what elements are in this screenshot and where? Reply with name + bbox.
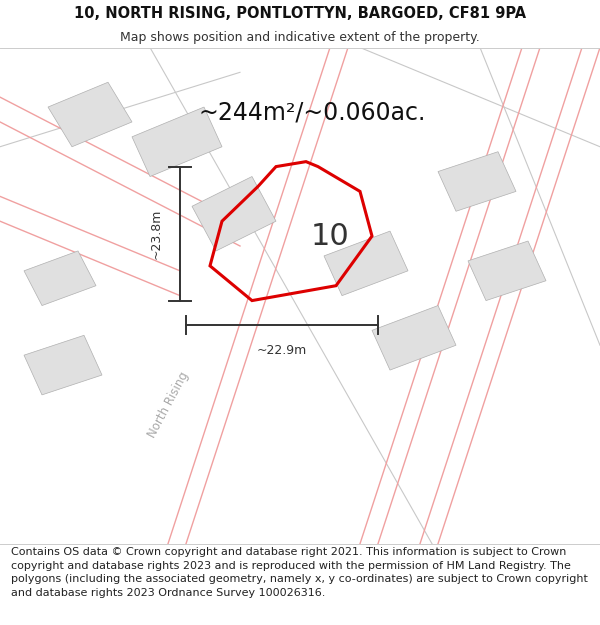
Polygon shape	[372, 306, 456, 370]
Polygon shape	[192, 176, 276, 251]
Text: ~244m²/~0.060ac.: ~244m²/~0.060ac.	[199, 100, 425, 124]
Text: ~23.8m: ~23.8m	[149, 208, 163, 259]
Polygon shape	[438, 152, 516, 211]
Polygon shape	[324, 231, 408, 296]
Text: ~22.9m: ~22.9m	[257, 344, 307, 357]
Polygon shape	[132, 107, 222, 176]
Text: 10: 10	[311, 222, 349, 251]
Text: 10, NORTH RISING, PONTLOTTYN, BARGOED, CF81 9PA: 10, NORTH RISING, PONTLOTTYN, BARGOED, C…	[74, 6, 526, 21]
Polygon shape	[48, 82, 132, 147]
Polygon shape	[468, 241, 546, 301]
Text: Map shows position and indicative extent of the property.: Map shows position and indicative extent…	[120, 31, 480, 44]
Polygon shape	[24, 251, 96, 306]
Text: North Rising: North Rising	[145, 369, 191, 440]
Polygon shape	[24, 336, 102, 395]
Text: Contains OS data © Crown copyright and database right 2021. This information is : Contains OS data © Crown copyright and d…	[11, 547, 587, 598]
